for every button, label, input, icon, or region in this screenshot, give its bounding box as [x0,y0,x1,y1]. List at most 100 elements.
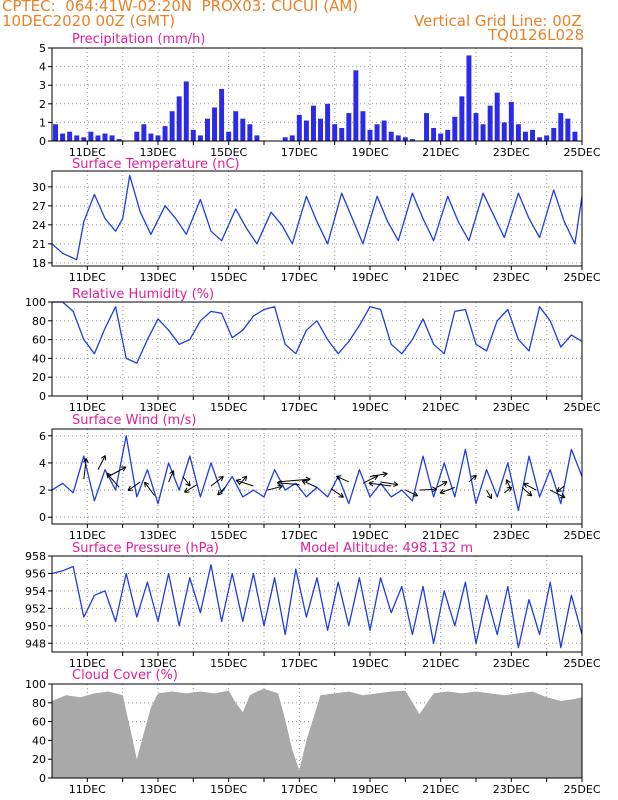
y-tick-label: 24 [32,219,46,232]
precip-bar [473,113,479,141]
precip-bar [162,126,168,141]
y-tick-label: 30 [32,181,46,194]
precip-bar [339,127,345,141]
y-tick-label: 948 [25,637,46,650]
precip-bar [452,116,458,141]
precip-bar [381,120,387,141]
rh-panel-title: Relative Humidity (%) [72,287,214,302]
wind-arrow-shaft [278,478,311,483]
wind-arrow-head [235,478,242,485]
precip-bar [212,107,218,141]
cloud-cover-area [52,688,582,778]
wind-arrow-head [560,493,566,499]
precip-bar [197,135,203,141]
header-grid-note: Vertical Grid Line: 00Z [414,12,582,30]
wind-arrow-head [305,476,311,483]
precip-bar [60,133,66,141]
y-tick-label: 20 [32,371,46,384]
x-tick-label: 19DEC [351,146,388,159]
wind-arrow-head [217,490,223,496]
precip-bar [325,103,331,141]
wind-series-line [51,435,583,512]
x-tick-label: 11DEC [69,529,106,542]
precip-bar [558,113,564,141]
y-tick-label: 40 [32,352,46,365]
y-tick-label: 80 [32,697,46,710]
precip-bar [204,118,210,141]
wind-arrow-shaft [210,476,224,487]
header-run-info: CPTEC: 064:41W-02:20N PROX03: CUCUI (AM) [2,0,359,15]
wind-arrow-head [432,486,438,493]
x-tick-label: 17DEC [281,783,318,796]
precip-bar [95,135,101,141]
wind-arrow-shaft [336,475,350,483]
y-tick-label: 2 [39,98,46,111]
y-tick-label: 954 [25,585,46,598]
precip-bar [134,131,140,141]
precip-bar [53,124,59,141]
wind-arrow-head [301,479,308,485]
precip-bar [565,118,571,141]
wind-arrow-shaft [184,484,198,493]
y-tick-label: 40 [32,734,46,747]
wind-arrow-shaft [439,486,455,494]
x-tick-label: 15DEC [210,783,247,796]
x-tick-label: 21DEC [422,271,459,284]
wind-arrow-shaft [368,482,392,487]
wind-arrow-head [277,484,283,491]
x-tick-label: 23DEC [493,529,530,542]
wind-arrow-shaft [380,481,398,486]
wind-arrow-head [336,475,342,481]
x-tick-label: 13DEC [139,529,176,542]
wind-arrow-shaft [362,475,379,484]
y-tick-label: 2 [39,484,46,497]
precip-bar [374,124,380,141]
wind-arrow-shaft [97,455,106,470]
precip-bar [240,118,246,141]
precip-bar [233,111,239,141]
precip-bar [102,133,108,141]
temp-panel-title: Surface Temperature (nC) [72,157,240,172]
wind-arrow-shaft [523,482,537,491]
precip-panel-title: Precipitation (mm/h) [72,32,205,47]
precip-bar [494,92,500,141]
precip-bar [501,122,507,141]
precip-bar [332,124,338,141]
x-tick-label: 11DEC [69,271,106,284]
precip-bar [282,137,288,141]
y-tick-label: 18 [32,257,46,270]
wind-arrow-shaft [277,482,300,486]
x-tick-label: 11DEC [69,401,106,414]
y-tick-label: 950 [25,620,46,633]
precip-bar [438,133,444,141]
precip-bar [81,137,87,141]
precip-bar [141,124,147,141]
wind-arrow-shaft [505,479,512,491]
panel-frame [51,301,583,397]
x-tick-label: 11DEC [69,783,106,796]
precip-bar [67,131,73,141]
x-tick-label: 25DEC [563,529,600,542]
y-tick-label: 958 [25,550,46,563]
x-tick-label: 15DEC [210,401,247,414]
wind-arrow-shaft [144,481,155,496]
y-tick-label: 0 [39,390,46,403]
wind-arrow-shaft [127,481,141,491]
wind-arrow-shaft [267,485,283,491]
wind-arrow-shaft [436,481,448,488]
x-tick-label: 21DEC [422,146,459,159]
y-tick-label: 80 [32,315,46,328]
wind-arrow-head [505,479,511,485]
y-tick-label: 60 [32,334,46,347]
wind-arrow-head [82,458,89,464]
wind-arrow-head [526,491,533,497]
precip-bar [310,105,316,141]
wind-arrow-head [487,493,493,500]
wind-arrow-shaft [235,479,254,487]
wind-arrow-head [100,455,106,461]
y-tick-label: 5 [39,42,46,55]
precip-bar [247,124,253,141]
wind-arrow-head [276,480,282,486]
wind-arrow-shaft [168,470,175,483]
